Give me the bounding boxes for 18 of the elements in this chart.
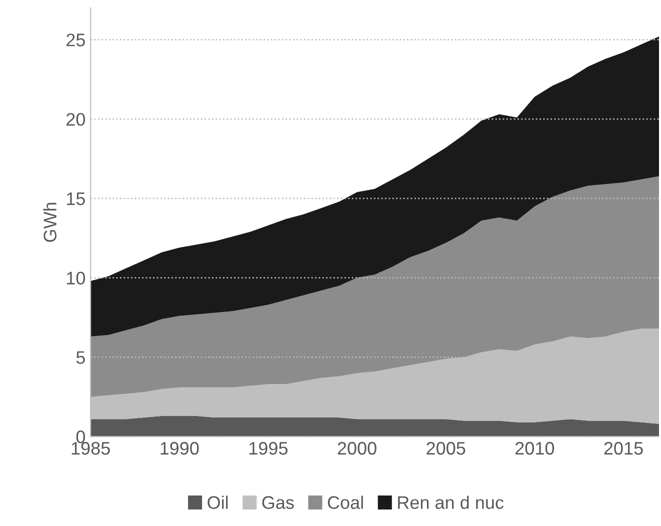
x-tick-label: 1995: [249, 442, 288, 455]
y-tick-label: 15: [66, 192, 85, 206]
y-tick-label: 0: [76, 430, 85, 444]
x-tick-label: 2015: [604, 442, 643, 455]
x-tick-label: 1990: [160, 442, 199, 455]
x-tick-label: 2005: [426, 442, 466, 455]
y-tick-label: 20: [66, 112, 85, 126]
y-axis-title: GWh: [43, 202, 56, 242]
legend-label: Gas: [262, 496, 294, 509]
x-tick-label: 2000: [338, 442, 376, 455]
x-tick-label: 2010: [515, 442, 554, 455]
x-tick-label: 1985: [72, 442, 110, 455]
y-tick-label: 10: [66, 272, 85, 285]
legend-label: Coal: [328, 496, 363, 509]
legend-label: Oil: [208, 496, 228, 509]
y-tick-label: 25: [66, 34, 85, 46]
y-tick-label: 5: [76, 351, 85, 364]
legend-label: Ren an d nuc: [398, 496, 504, 509]
